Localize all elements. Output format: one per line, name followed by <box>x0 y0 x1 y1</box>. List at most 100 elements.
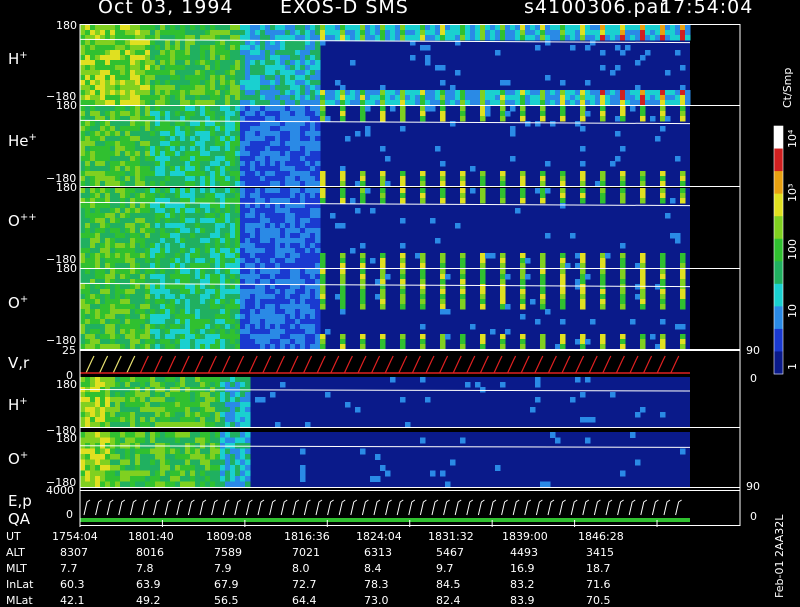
heatmap-cell <box>150 55 156 61</box>
heatmap-cell <box>235 438 241 444</box>
heatmap-cell <box>190 454 196 460</box>
heatmap-cell <box>310 309 316 315</box>
heatmap-cell <box>305 131 311 137</box>
heatmap-cell <box>105 344 111 350</box>
heatmap-cell <box>300 95 306 101</box>
heatmap-cell <box>150 161 156 167</box>
heatmap-cell <box>350 25 356 31</box>
heatmap-cell <box>305 238 311 244</box>
heatmap-cell <box>80 482 86 488</box>
heatmap-cell <box>105 161 111 167</box>
heatmap-cell <box>85 471 91 477</box>
heatmap-cell <box>290 263 296 269</box>
heatmap-cell <box>130 126 136 132</box>
heatmap-cell <box>255 248 261 254</box>
heatmap-cell <box>125 392 131 398</box>
heatmap-cell <box>420 95 426 101</box>
heatmap-cell <box>445 30 451 36</box>
heatmap-cell <box>465 30 471 36</box>
heatmap-cell <box>235 465 241 471</box>
heatmap-cell <box>460 438 466 444</box>
heatmap-cell <box>175 50 181 56</box>
heatmap-cell <box>205 50 211 56</box>
heatmap-cell <box>600 294 606 300</box>
heatmap-cell <box>130 106 136 112</box>
heatmap-cell <box>560 111 566 117</box>
heatmap-cell <box>220 106 226 112</box>
heatmap-cell <box>460 289 466 295</box>
heatmap-cell <box>110 397 116 403</box>
heatmap-cell <box>260 146 266 152</box>
heatmap-cell <box>360 304 366 310</box>
heatmap-cell <box>185 161 191 167</box>
heatmap-cell <box>175 40 181 46</box>
heatmap-cell <box>260 35 266 41</box>
heatmap-cell <box>130 25 136 31</box>
heatmap-cell <box>100 344 106 350</box>
heatmap-cell <box>140 106 146 112</box>
heatmap-cell <box>185 75 191 81</box>
heatmap-cell <box>140 176 146 182</box>
heatmap-cell <box>80 171 86 177</box>
heatmap-cell <box>255 218 261 224</box>
heatmap-cell <box>520 344 526 350</box>
heatmap-cell <box>570 397 576 403</box>
heatmap-cell <box>95 417 101 423</box>
heatmap-cell <box>185 248 191 254</box>
heatmap-cell <box>145 146 151 152</box>
heatmap-cell <box>275 269 281 275</box>
heatmap-cell <box>110 454 116 460</box>
heatmap-cell <box>85 166 91 172</box>
heatmap-cell <box>225 188 231 194</box>
heatmap-cell <box>110 100 116 106</box>
heatmap-cell <box>100 407 106 413</box>
heatmap-cell <box>175 263 181 269</box>
heatmap-cell <box>185 253 191 259</box>
heatmap-cell <box>315 70 321 76</box>
heatmap-cell <box>315 324 321 330</box>
heatmap-cell <box>520 274 526 280</box>
heatmap-cell <box>400 198 406 204</box>
heatmap-cell <box>340 198 346 204</box>
heatmap-cell <box>285 309 291 315</box>
heatmap-cell <box>230 233 236 239</box>
heatmap-cell <box>135 171 141 177</box>
heatmap-cell <box>125 382 131 388</box>
heatmap-cell <box>100 438 106 444</box>
heatmap-cell <box>270 193 276 199</box>
heatmap-cell <box>365 25 371 31</box>
heatmap-cell <box>205 417 211 423</box>
heatmap-cell <box>185 100 191 106</box>
heatmap-cell <box>125 136 131 142</box>
heatmap-cell <box>585 25 591 31</box>
heatmap-cell <box>230 334 236 340</box>
heatmap-cell <box>210 156 216 162</box>
heatmap-cell <box>275 85 281 91</box>
heatmap-cell <box>205 60 211 66</box>
heatmap-cell <box>280 75 286 81</box>
heatmap-cell <box>145 106 151 112</box>
energy-glyph <box>223 500 229 515</box>
heatmap-cell <box>150 454 156 460</box>
heatmap-cell <box>580 263 586 269</box>
heatmap-cell <box>500 111 506 117</box>
heatmap-cell <box>95 75 101 81</box>
heatmap-cell <box>160 289 166 295</box>
heatmap-cell <box>215 304 221 310</box>
heatmap-cell <box>110 377 116 383</box>
heatmap-cell <box>155 126 161 132</box>
heatmap-cell <box>265 188 271 194</box>
heatmap-cell <box>210 131 216 137</box>
heatmap-cell <box>230 238 236 244</box>
heatmap-cell <box>165 50 171 56</box>
heatmap-cell <box>280 50 286 56</box>
heatmap-cell <box>230 146 236 152</box>
heatmap-cell <box>260 25 266 31</box>
heatmap-cell <box>180 106 186 112</box>
heatmap-cell <box>290 344 296 350</box>
heatmap-cell <box>420 324 426 330</box>
heatmap-cell <box>675 35 681 41</box>
heatmap-cell <box>90 476 96 482</box>
heatmap-cell <box>250 161 256 167</box>
heatmap-cell <box>200 397 206 403</box>
